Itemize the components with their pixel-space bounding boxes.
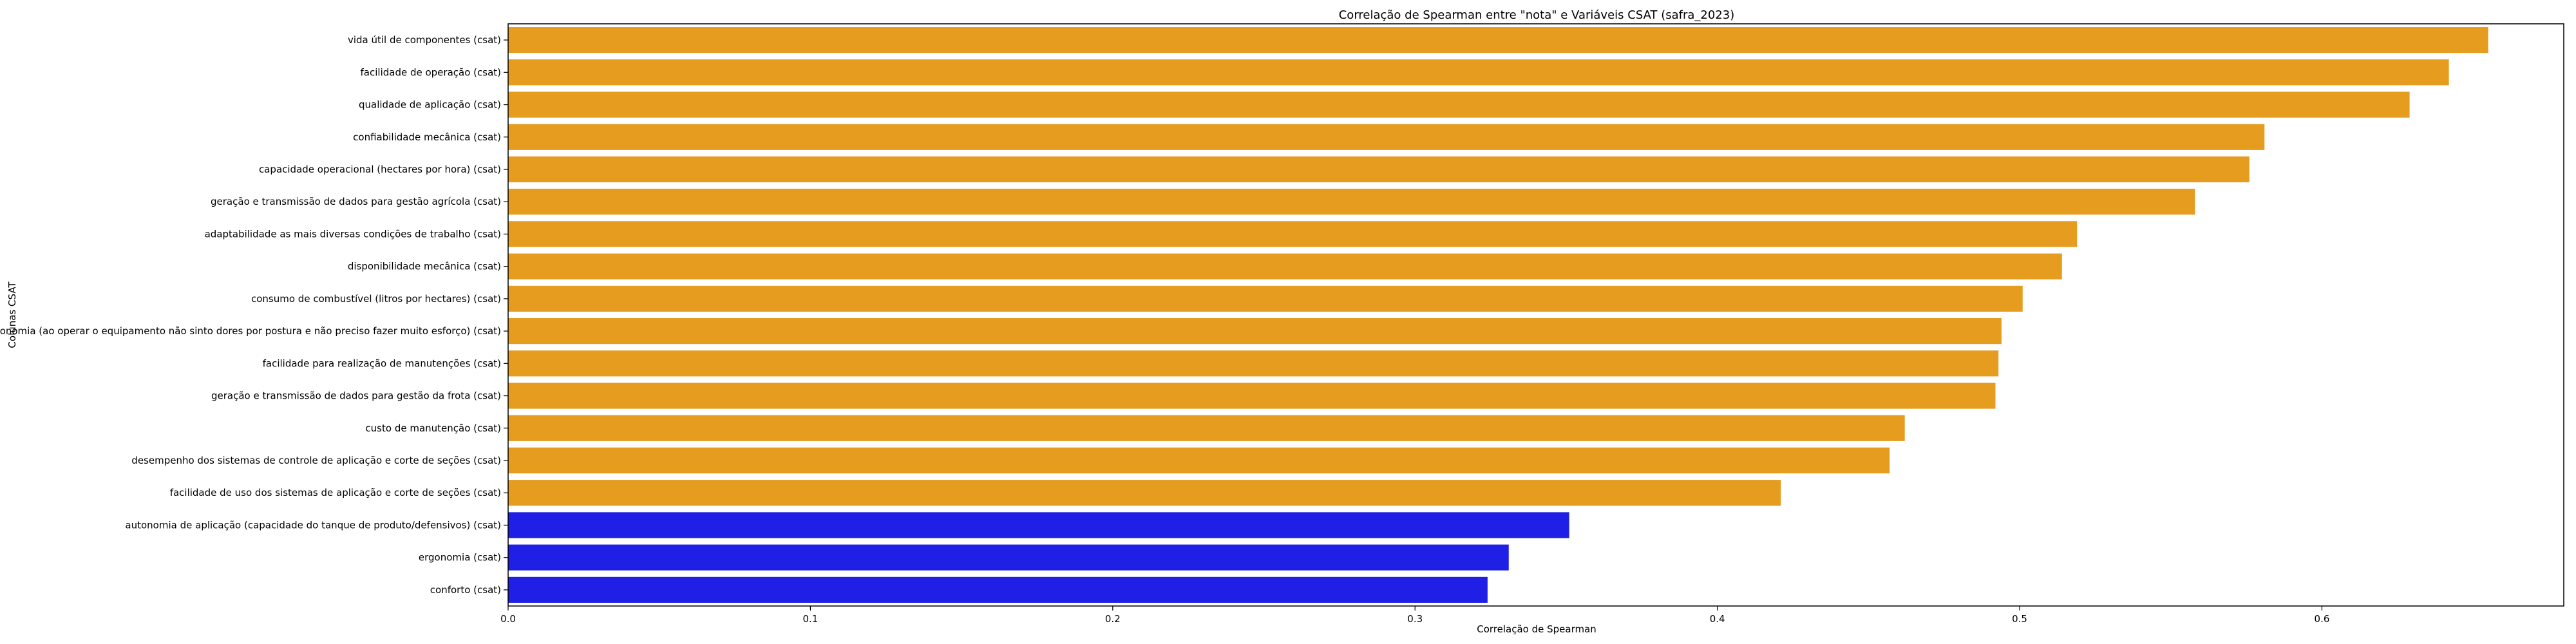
plot-frame [507, 23, 2564, 607]
bar [508, 415, 1905, 441]
bar [508, 350, 1999, 377]
x-tick-label: 0.1 [802, 613, 818, 625]
y-tick-label: facilidade de operação (csat) [361, 66, 501, 78]
x-tick-label: 0.6 [2315, 613, 2330, 625]
bar [508, 59, 2449, 86]
bar [508, 124, 2265, 150]
x-tick-label: 0.2 [1105, 613, 1121, 625]
y-axis-title: Colunas CSAT [6, 281, 18, 348]
bar [508, 221, 2078, 247]
y-axis: vida útil de componentes (csat) facilidad… [0, 34, 508, 596]
bar [508, 91, 2410, 118]
bar [508, 285, 2023, 312]
x-tick-label: 0.3 [1407, 613, 1423, 625]
x-axis-title: Correlação de Spearman [1477, 623, 1596, 635]
bar [508, 447, 1890, 474]
y-tick-label: ergonomia (ao operar o equipamento não s… [0, 325, 501, 337]
y-tick-label: ergonomia (csat) [419, 552, 501, 564]
y-tick-label: capacidade operacional (hectares por hor… [259, 164, 501, 175]
x-tick-label: 0.0 [500, 613, 516, 625]
y-tick-label: facilidade para realização de manutençõe… [263, 357, 501, 369]
y-tick-label: qualidade de aplicação (csat) [359, 99, 501, 111]
x-axis: 0.0 0.1 0.2 0.3 0.4 0.5 0.6 [500, 606, 2329, 625]
bar [508, 576, 1488, 603]
y-tick-label: desempenho dos sistemas de controle de a… [131, 455, 501, 466]
x-tick-label: 0.4 [1710, 613, 1725, 625]
bar [508, 27, 2488, 53]
y-tick-label: disponibilidade mecânica (csat) [348, 261, 501, 272]
y-tick-label: custo de manutenção (csat) [365, 422, 501, 434]
bar [508, 318, 2002, 345]
chart-title: Correlação de Spearman entre "nota" e Va… [1339, 8, 1735, 22]
x-tick-label: 0.5 [2012, 613, 2027, 625]
y-tick-label: geração e transmissão de dados para gest… [211, 196, 501, 207]
y-tick-label: facilidade de uso dos sistemas de aplica… [170, 487, 501, 498]
bar [508, 189, 2195, 215]
y-tick-label: adaptabilidade as mais diversas condiçõe… [205, 228, 501, 240]
bars-group [508, 27, 2488, 603]
y-tick-label: autonomia de aplicação (capacidade do ta… [125, 519, 501, 531]
y-tick-label: confiabilidade mecânica (csat) [353, 131, 501, 143]
bar [508, 253, 2062, 279]
bar [508, 156, 2249, 183]
y-tick-label: geração e transmissão de dados para gest… [211, 390, 501, 402]
bar [508, 383, 1996, 409]
bar [508, 480, 1781, 506]
y-tick-label: vida útil de componentes (csat) [348, 34, 501, 46]
bar [508, 544, 1509, 571]
y-tick-label: consumo de combustível (litros por hecta… [251, 293, 501, 305]
bar [508, 512, 1569, 538]
y-tick-label: conforto (csat) [430, 584, 501, 596]
